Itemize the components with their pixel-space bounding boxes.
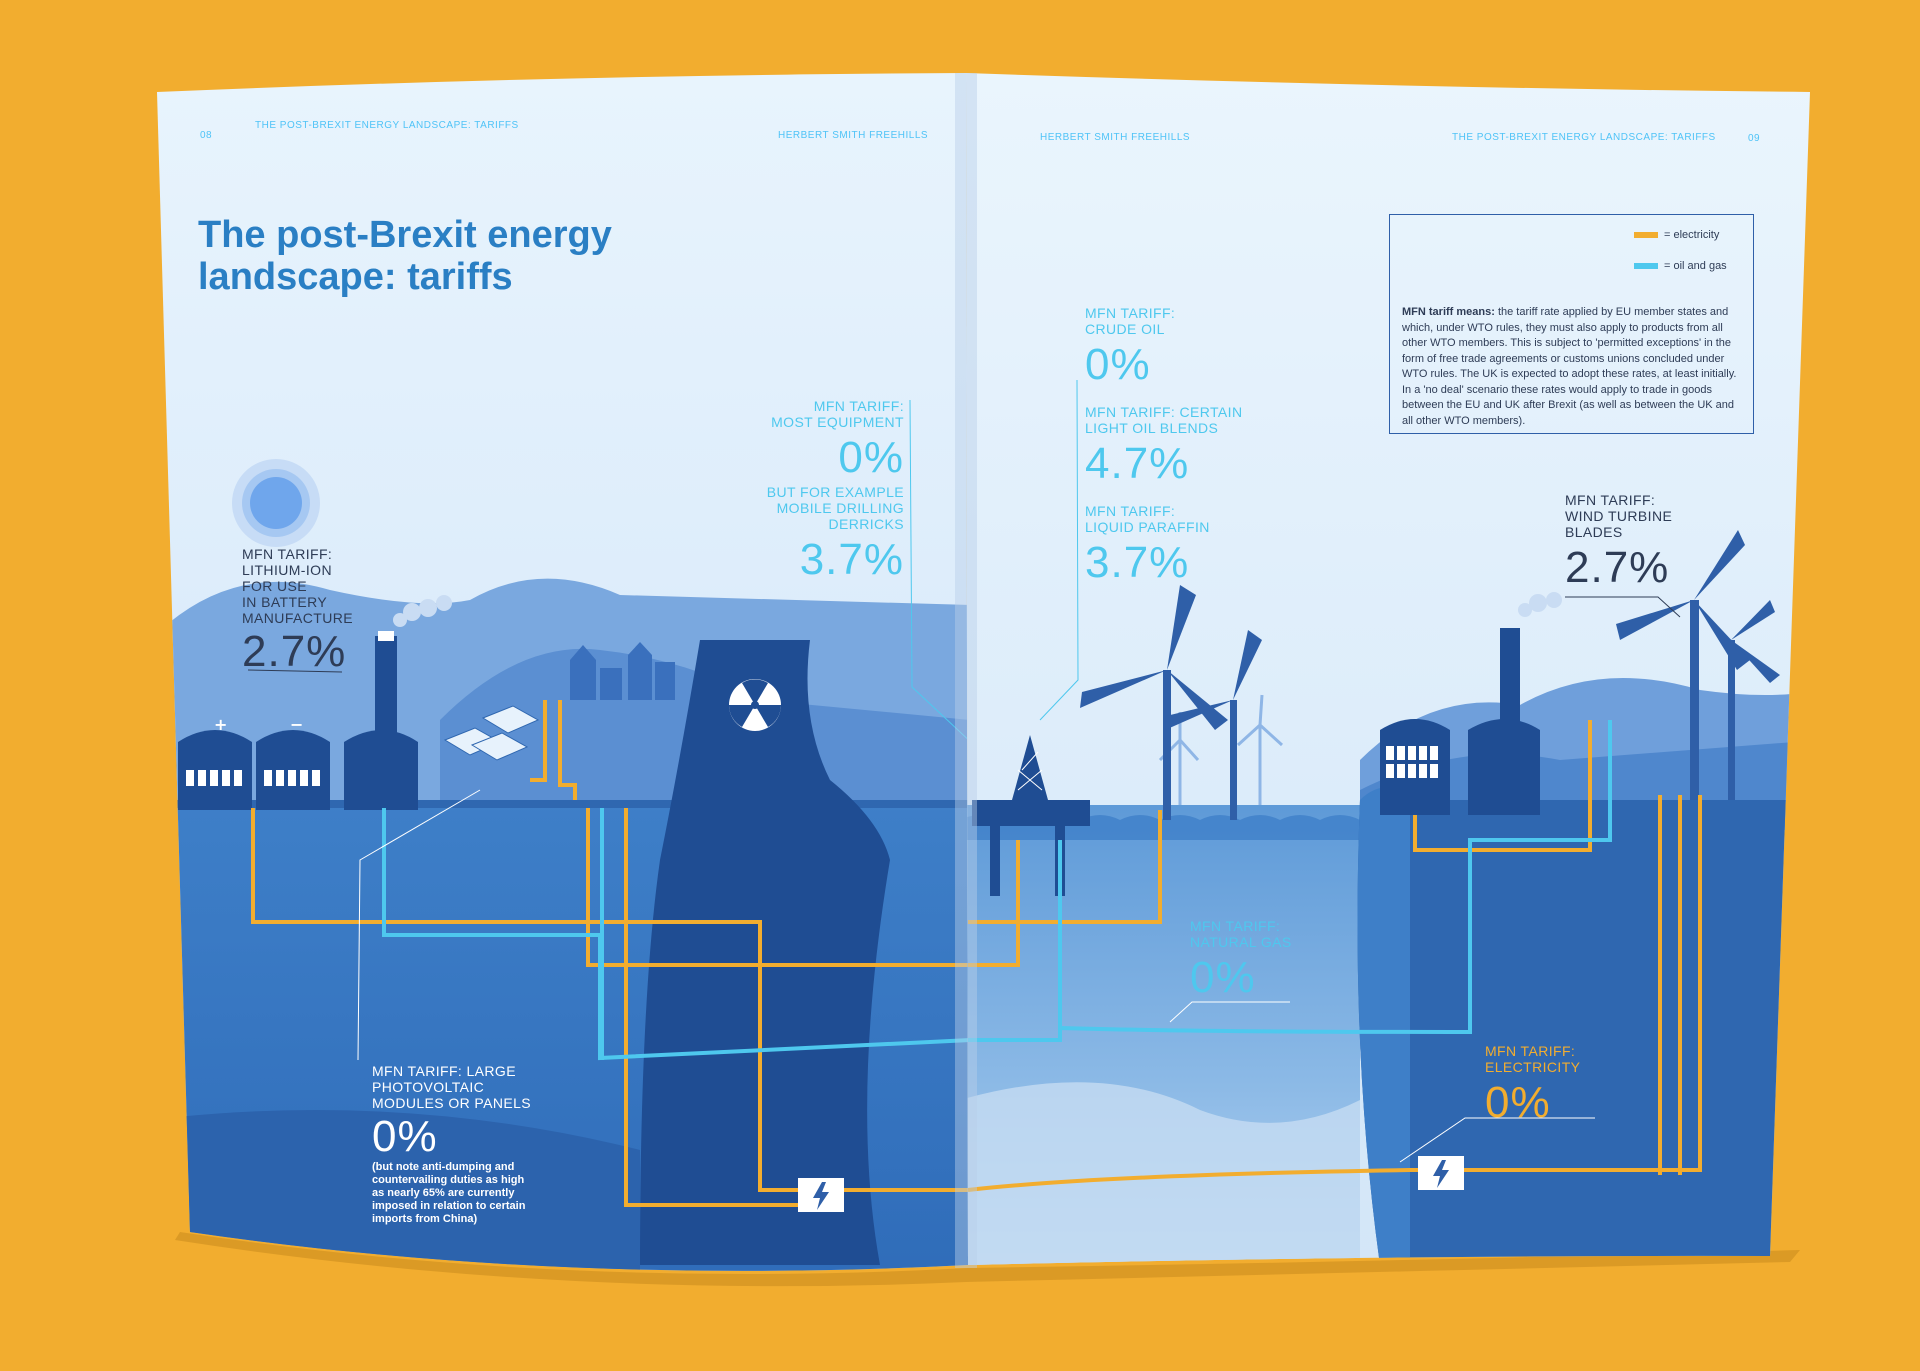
tariff-crude-label1: MFN TARIFF:: [1085, 305, 1176, 321]
legend-electricity: = electricity: [1634, 229, 1719, 241]
tariff-pv-label3: MODULES OR PANELS: [372, 1095, 532, 1111]
tariff-pv-value: 0%: [372, 1112, 438, 1161]
tariff-gas-value: 0%: [1190, 953, 1256, 1002]
page-title-line1: The post-Brexit energy: [198, 214, 612, 256]
tariff-equipment-label1: MFN TARIFF:: [813, 398, 904, 414]
tariff-electricity-value: 0%: [1485, 1078, 1551, 1127]
tariff-pv-note3: as nearly 65% are currently: [372, 1187, 515, 1199]
lightning-icon: [1433, 1160, 1449, 1188]
mfn-definition: MFN tariff means: the tariff rate applie…: [1402, 305, 1747, 429]
left-firm-name: HERBERT SMITH FREEHILLS: [778, 130, 929, 141]
left-section-title: THE POST-BREXIT ENERGY LANDSCAPE: TARIFF…: [255, 120, 519, 131]
tariff-equipment-value: 0%: [838, 433, 904, 482]
tariff-derricks-label2: MOBILE DRILLING: [776, 500, 904, 516]
tariff-pv-label1: MFN TARIFF: LARGE: [372, 1063, 516, 1079]
tariff-lithium-value: 2.7%: [242, 627, 347, 676]
tariff-wind-label1: MFN TARIFF:: [1565, 492, 1656, 508]
tariff-lithium-label4: IN BATTERY: [242, 594, 328, 610]
tariff-gas-label2: NATURAL GAS: [1190, 934, 1292, 950]
tariff-light-oil-label2: LIGHT OIL BLENDS: [1085, 420, 1219, 436]
tariff-derricks-value: 3.7%: [799, 535, 904, 584]
tariff-light-oil-value: 4.7%: [1085, 439, 1190, 488]
book-shadow: [175, 1232, 1800, 1287]
tariff-pv: MFN TARIFF: LARGE PHOTOVOLTAIC MODULES O…: [372, 1063, 531, 1226]
tariff-gas-label1: MFN TARIFF:: [1190, 918, 1281, 934]
tariff-pv-note2: countervailing duties as high: [372, 1174, 525, 1186]
plus-icon: +: [214, 715, 227, 734]
tariff-electricity: MFN TARIFF: ELECTRICITY 0%: [1485, 1043, 1580, 1127]
minus-icon: −: [290, 715, 303, 734]
tariff-equipment: MFN TARIFF: MOST EQUIPMENT 0% BUT FOR EX…: [767, 398, 904, 584]
tariff-electricity-label2: ELECTRICITY: [1485, 1059, 1581, 1075]
definition-term: MFN tariff means:: [1402, 306, 1495, 318]
page-title: The post-Brexit energy landscape: tariff…: [198, 214, 612, 298]
tariff-paraffin-label1: MFN TARIFF:: [1085, 503, 1176, 519]
tariff-lithium: MFN TARIFF: LITHIUM-ION FOR USE IN BATTE…: [242, 546, 353, 676]
tariff-pv-note4: imposed in relation to certain: [372, 1200, 526, 1212]
tariff-lithium-label3: FOR USE: [242, 578, 308, 594]
right-section-title: THE POST-BREXIT ENERGY LANDSCAPE: TARIFF…: [1452, 132, 1716, 143]
tariff-electricity-label1: MFN TARIFF:: [1485, 1043, 1576, 1059]
tariff-derricks-label1: BUT FOR EXAMPLE: [766, 484, 904, 500]
left-page-number: 08: [200, 130, 213, 141]
tariff-pv-note1: (but note anti-dumping and: [372, 1161, 515, 1173]
page-title-line2: landscape: tariffs: [198, 256, 513, 298]
tariff-derricks-label3: DERRICKS: [828, 516, 904, 532]
tariff-light-oil-label1: MFN TARIFF: CERTAIN: [1085, 404, 1243, 420]
tariff-paraffin-label2: LIQUID PARAFFIN: [1085, 519, 1210, 535]
legend-box: = electricity = oil and gas: [1389, 214, 1754, 434]
tariff-wind: MFN TARIFF: WIND TURBINE BLADES 2.7%: [1565, 492, 1672, 592]
tariff-crude: MFN TARIFF: CRUDE OIL 0%: [1085, 305, 1175, 389]
tariff-gas: MFN TARIFF: NATURAL GAS 0%: [1190, 918, 1292, 1002]
tariff-wind-label2: WIND TURBINE: [1565, 508, 1673, 524]
electricity-swatch: [1634, 232, 1658, 239]
definition-text: the tariff rate applied by EU member sta…: [1402, 306, 1737, 427]
solar-panel-icon: [443, 705, 540, 761]
tariff-lithium-label5: MANUFACTURE: [242, 610, 353, 626]
lightning-icon: [813, 1182, 829, 1210]
tariff-lithium-label1: MFN TARIFF:: [242, 546, 333, 562]
tariff-wind-value: 2.7%: [1565, 543, 1670, 592]
tariff-crude-value: 0%: [1085, 340, 1151, 389]
tariff-light-oil: MFN TARIFF: CERTAIN LIGHT OIL BLENDS 4.7…: [1085, 404, 1242, 488]
wind-turbine-icon: [1080, 530, 1780, 820]
tariff-wind-label3: BLADES: [1565, 524, 1623, 540]
tariff-lithium-label2: LITHIUM-ION: [242, 562, 332, 578]
tariff-equipment-label2: MOST EQUIPMENT: [771, 414, 904, 430]
oil-gas-swatch: [1634, 263, 1658, 270]
tariff-crude-label2: CRUDE OIL: [1085, 321, 1165, 337]
right-page-number: 09: [1748, 133, 1761, 144]
right-firm-name: HERBERT SMITH FREEHILLS: [1040, 132, 1191, 143]
legend-oil-gas: = oil and gas: [1634, 260, 1727, 272]
tariff-paraffin: MFN TARIFF: LIQUID PARAFFIN 3.7%: [1085, 503, 1210, 587]
tariff-paraffin-value: 3.7%: [1085, 538, 1190, 587]
tariff-pv-label2: PHOTOVOLTAIC: [372, 1079, 485, 1095]
tariff-pv-note5: imports from China): [372, 1213, 478, 1225]
